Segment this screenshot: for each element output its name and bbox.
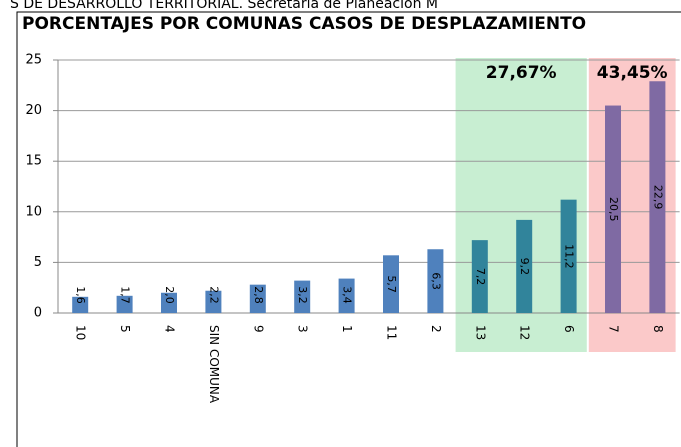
x-tick-label: 11 [385,325,399,340]
x-tick-label: 9 [251,325,265,333]
frame [16,11,681,447]
value-label: 3,2 [296,286,309,304]
x-tick-label: SIN COMUNA [207,325,221,404]
bar [560,199,577,313]
value-label: 22,9 [651,185,664,210]
bar [649,81,666,313]
y-tick-label: 10 [25,204,42,219]
value-label: 7,2 [474,268,487,286]
bar [383,255,399,313]
x-tick-label: 3 [296,325,310,333]
x-tick-label: 5 [118,325,132,333]
bar [427,249,444,313]
value-label: 2,0 [163,286,176,304]
bar [249,284,266,313]
value-label: 5,7 [385,275,398,293]
bar [294,280,311,313]
x-tick-label: 6 [562,325,576,333]
y-tick-label: 0 [34,306,42,321]
bar [72,296,89,313]
bar [516,219,533,313]
x-tick-label: 2 [429,325,443,333]
bar [116,295,133,313]
caption: S DE DESARROLLO TERRITORIAL. Secretaría … [10,0,438,12]
bar [205,290,222,313]
y-tick-label: 15 [25,154,42,169]
value-label: 9,2 [518,258,531,276]
value-label: 20,5 [607,197,620,222]
value-label: 3,4 [341,286,354,304]
y-tick-label: 5 [34,255,42,270]
x-tick-label: 4 [163,325,177,333]
region-label: 43,45% [597,63,668,83]
x-tick-label: 10 [74,325,88,340]
x-tick-label: 8 [651,325,665,333]
bar [471,240,488,313]
bar [605,105,621,313]
y-tick-label: 25 [25,53,42,68]
x-tick-label: 12 [518,325,532,340]
value-label: 2,8 [252,286,265,304]
bar [161,292,177,313]
region-label: 27,67% [486,63,557,83]
value-label: 6,3 [429,272,442,290]
value-label: 2,2 [207,286,220,304]
chart-title: PORCENTAJES POR COMUNAS CASOS DE DESPLAZ… [22,14,586,34]
x-tick-label: 7 [607,325,621,333]
value-label: 11,2 [563,244,576,269]
x-tick-label: 1 [340,325,354,333]
value-label: 1,7 [119,286,132,304]
x-tick-label: 13 [473,325,487,340]
bar [338,278,355,313]
y-tick-label: 20 [25,103,42,118]
value-label: 1,6 [74,286,87,304]
